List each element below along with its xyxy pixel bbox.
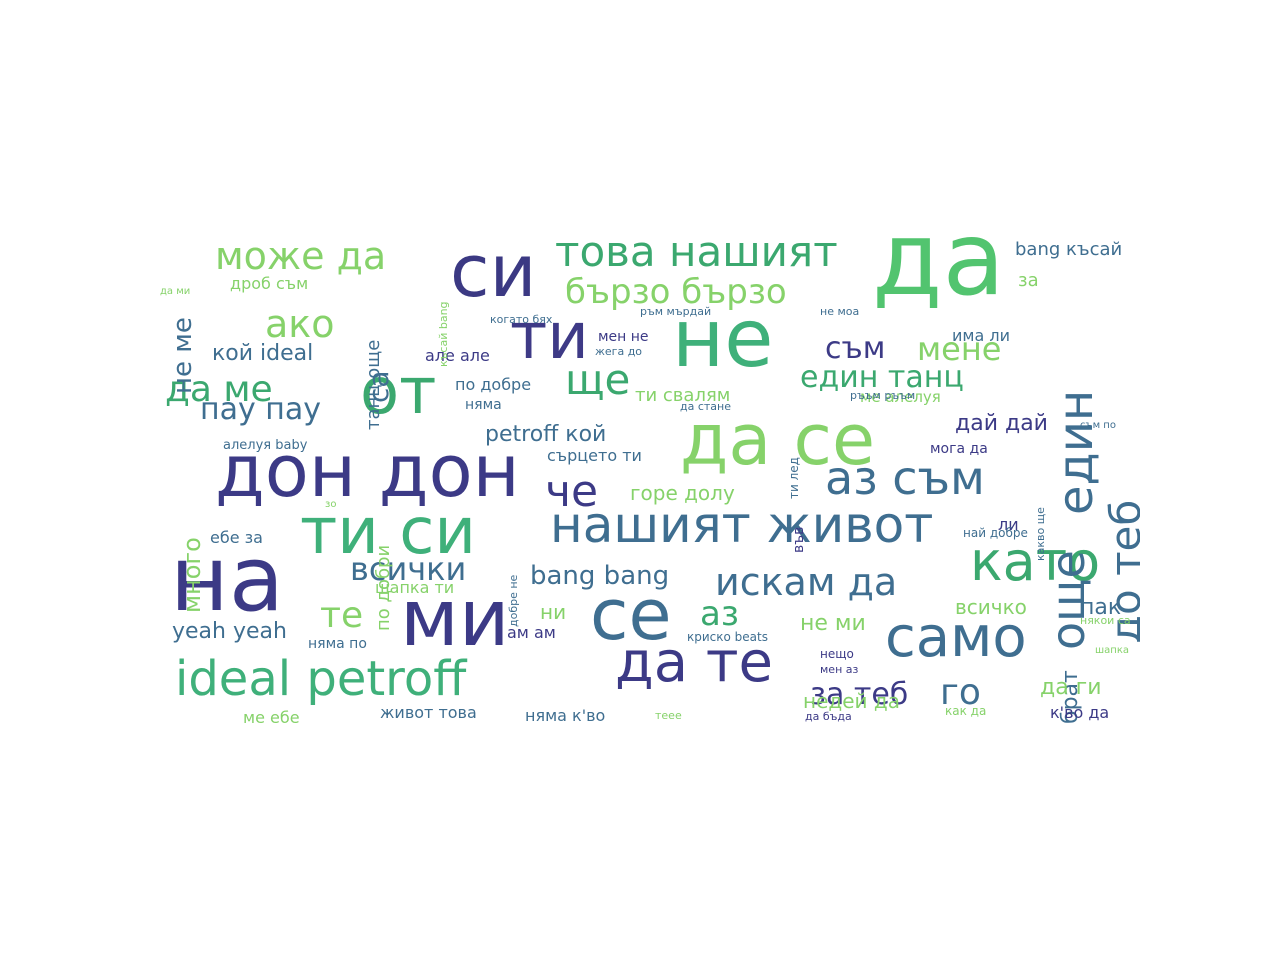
- cloud-word: ми: [400, 574, 510, 664]
- cloud-word: бързо бързо: [565, 272, 787, 312]
- cloud-word: да се: [680, 399, 876, 481]
- cloud-word: съм по: [1080, 420, 1116, 431]
- cloud-word: няма к'во: [525, 706, 606, 725]
- cloud-word: когато бях: [490, 313, 553, 326]
- cloud-word: пак: [1080, 595, 1122, 620]
- cloud-word: какво ще: [1034, 507, 1047, 561]
- cloud-word: ако: [265, 302, 335, 346]
- cloud-word: мене: [917, 330, 1002, 368]
- cloud-word: ти си: [300, 495, 476, 569]
- cloud-word: petroff кой: [485, 422, 607, 447]
- cloud-word: аз: [700, 594, 739, 634]
- cloud-word: за: [1018, 270, 1039, 291]
- cloud-word: ти: [510, 300, 589, 374]
- cloud-word: във: [791, 527, 807, 554]
- cloud-word: ни: [540, 600, 567, 624]
- cloud-word: недей да: [803, 689, 900, 713]
- cloud-word: теее: [655, 709, 682, 722]
- cloud-word: дай дай: [955, 411, 1048, 436]
- cloud-word: да бъда: [805, 710, 852, 723]
- cloud-word: най добре: [963, 526, 1028, 540]
- cloud-word: дроб съм: [230, 274, 309, 293]
- cloud-word: ръм мърдай: [640, 305, 712, 318]
- cloud-word: живот това: [380, 703, 477, 722]
- cloud-word: ам ам: [507, 623, 556, 642]
- cloud-word: съм: [825, 331, 886, 366]
- cloud-word: bang късай: [1015, 239, 1123, 260]
- cloud-word: криско beats: [687, 630, 768, 644]
- cloud-word: те: [320, 595, 364, 636]
- cloud-word: някои са: [1080, 614, 1131, 627]
- cloud-word: го: [940, 672, 981, 713]
- cloud-word: ръъм ръъм: [850, 389, 916, 402]
- cloud-word: да ме: [165, 369, 273, 410]
- cloud-word: горе долу: [630, 481, 735, 505]
- cloud-word: само: [885, 605, 1027, 670]
- cloud-word: един: [1048, 390, 1104, 516]
- cloud-word: добре не: [507, 575, 520, 628]
- cloud-word: мен аз: [820, 663, 859, 676]
- cloud-word: че: [545, 466, 599, 517]
- cloud-word: не: [672, 292, 774, 385]
- cloud-word: але але: [425, 346, 490, 365]
- cloud-word: bang bang: [530, 561, 670, 591]
- cloud-word: как да: [945, 704, 987, 718]
- word-cloud: да не на си ти от ми се дон дон да се ти си ideal p…: [160, 235, 1140, 730]
- cloud-word: танц още: [363, 340, 384, 431]
- cloud-word: да стане: [680, 400, 731, 413]
- cloud-word: ебе за: [210, 528, 263, 547]
- cloud-word: да те: [615, 630, 773, 695]
- cloud-word: ти свалям: [635, 385, 731, 406]
- cloud-word: ли: [998, 515, 1019, 534]
- cloud-word: дон дон: [215, 429, 520, 513]
- cloud-word: да ги: [1040, 675, 1102, 700]
- cloud-word: кой ideal: [212, 341, 314, 366]
- cloud-word: се: [590, 574, 672, 656]
- cloud-word: алелуя baby: [223, 438, 308, 453]
- cloud-word: това нашият: [555, 235, 838, 276]
- cloud-word: всички: [350, 550, 467, 588]
- cloud-word: искам да: [715, 560, 898, 604]
- cloud-word: да: [872, 235, 1006, 319]
- cloud-word: да ми: [160, 286, 191, 297]
- cloud-word: не ме: [168, 317, 198, 394]
- cloud-word: един танц: [800, 360, 964, 395]
- cloud-word: всичко: [955, 595, 1027, 619]
- cloud-word: пау пау: [200, 392, 322, 427]
- cloud-word: няма: [465, 397, 502, 413]
- cloud-word: нашият живот: [550, 496, 934, 554]
- cloud-word: к'во да: [1050, 703, 1110, 722]
- cloud-word: ще: [565, 355, 631, 404]
- cloud-word: сърцето ти: [547, 446, 642, 465]
- cloud-word: жега до: [595, 345, 643, 358]
- cloud-word: ме ебе: [243, 708, 300, 727]
- cloud-word: си: [450, 235, 537, 313]
- cloud-word: не ми: [800, 611, 866, 636]
- cloud-word: шапка ти: [375, 578, 455, 597]
- cloud-word: късай bang: [437, 301, 450, 367]
- cloud-word: може да: [215, 235, 387, 278]
- cloud-word: от: [360, 355, 437, 429]
- cloud-word: има ли: [952, 326, 1010, 345]
- cloud-word: шапка: [1095, 645, 1129, 656]
- cloud-word: ти лед: [787, 457, 801, 499]
- cloud-word: аз съм: [825, 451, 985, 505]
- cloud-word: не моа: [820, 305, 860, 318]
- cloud-word: мен не: [598, 329, 649, 345]
- cloud-word: няма по: [308, 636, 367, 652]
- cloud-word: на: [170, 527, 284, 632]
- cloud-word: за теб: [810, 677, 909, 712]
- cloud-word: yeah yeah: [172, 619, 287, 644]
- cloud-word: нещо: [820, 647, 854, 661]
- cloud-word: ideal petroff: [175, 651, 467, 707]
- cloud-word: ме алелуя: [860, 388, 941, 406]
- cloud-word: могa да: [930, 441, 988, 457]
- cloud-word: по добре: [455, 375, 532, 394]
- cloud-word: много: [178, 537, 206, 613]
- cloud-word: зо: [325, 499, 337, 510]
- cloud-word: като: [970, 530, 1101, 593]
